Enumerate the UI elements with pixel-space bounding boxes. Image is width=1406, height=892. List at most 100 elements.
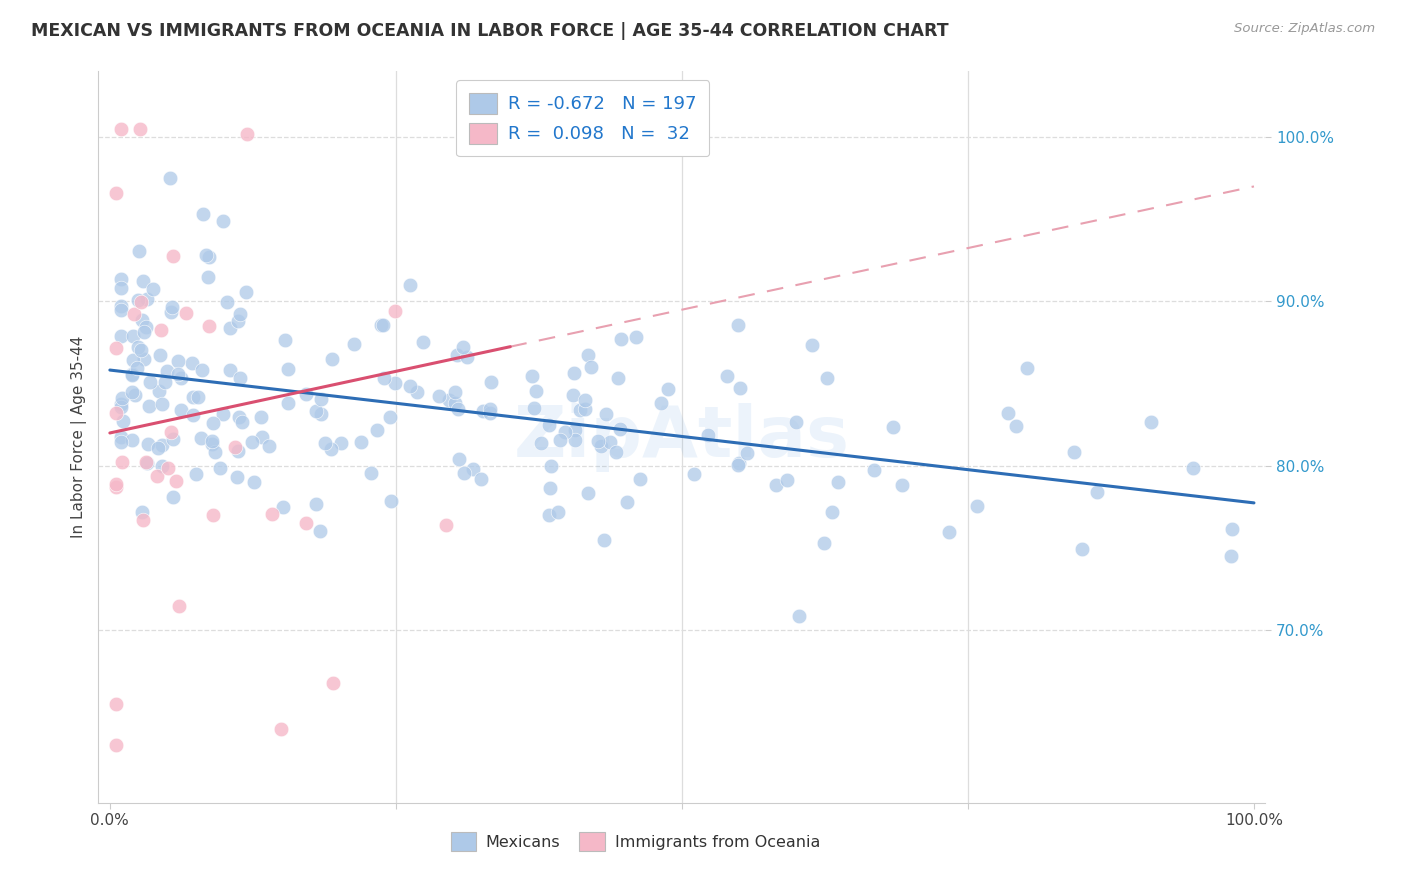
Point [162, 490, 184, 504]
Point [882, 420, 904, 434]
Point [277, 395, 299, 409]
Point [129, 343, 152, 357]
Point [321, 351, 343, 366]
Point [224, 440, 246, 454]
Point [127, 293, 149, 307]
Point [321, 442, 343, 457]
Point [146, 442, 169, 456]
Point [250, 409, 273, 424]
Point [121, 385, 143, 400]
Point [574, 402, 596, 417]
Point [149, 348, 172, 362]
Text: MEXICAN VS IMMIGRANTS FROM OCEANIA IN LABOR FORCE | AGE 35-44 CORRELATION CHART: MEXICAN VS IMMIGRANTS FROM OCEANIA IN LA… [31, 22, 949, 40]
Point [150, 323, 173, 337]
Point [821, 505, 844, 519]
Point [478, 401, 501, 416]
Point [443, 385, 465, 400]
Point [1182, 461, 1205, 475]
Point [471, 404, 494, 418]
Point [104, 480, 127, 494]
Point [451, 340, 474, 354]
Point [160, 304, 183, 318]
Point [229, 370, 252, 384]
Point [624, 330, 647, 344]
Point [145, 469, 167, 483]
Point [727, 458, 749, 473]
Point [891, 478, 914, 492]
Point [181, 357, 204, 371]
Point [997, 406, 1019, 420]
Point [121, 368, 143, 382]
Point [308, 524, 330, 538]
Point [1220, 549, 1243, 563]
Point [170, 403, 193, 417]
Point [209, 461, 232, 475]
Point [716, 368, 738, 383]
Point [235, 285, 257, 299]
Point [155, 375, 177, 389]
Point [446, 348, 468, 362]
Point [588, 434, 610, 449]
Point [305, 404, 328, 418]
Point [195, 248, 218, 262]
Point [787, 608, 810, 623]
Point [1017, 361, 1039, 376]
Point [202, 416, 225, 430]
Point [104, 186, 127, 200]
Point [110, 299, 132, 313]
Point [104, 341, 127, 355]
Point [437, 392, 460, 407]
Point [1140, 415, 1163, 429]
Point [479, 375, 502, 389]
Point [135, 456, 157, 470]
Point [197, 319, 219, 334]
Point [343, 337, 366, 351]
Point [131, 274, 153, 288]
Point [110, 280, 132, 294]
Point [1220, 522, 1243, 536]
Point [616, 494, 638, 508]
Point [219, 321, 242, 335]
Point [562, 366, 585, 380]
Point [569, 403, 592, 417]
Point [447, 451, 470, 466]
Point [530, 435, 553, 450]
Point [201, 508, 224, 523]
Point [366, 423, 388, 437]
Point [110, 329, 132, 343]
Point [165, 474, 187, 488]
Text: Source: ZipAtlas.com: Source: ZipAtlas.com [1234, 22, 1375, 36]
Point [124, 387, 146, 401]
Point [201, 434, 224, 448]
Point [412, 334, 434, 349]
Point [554, 425, 576, 440]
Point [576, 486, 599, 500]
Point [132, 351, 155, 366]
Point [148, 384, 170, 398]
Point [576, 348, 599, 362]
Point [537, 418, 560, 433]
Point [610, 332, 633, 346]
Point [112, 415, 135, 429]
Text: ZipAtlas: ZipAtlas [515, 402, 849, 472]
Point [309, 392, 332, 406]
Point [461, 461, 484, 475]
Point [540, 459, 562, 474]
Point [127, 340, 149, 354]
Point [191, 363, 214, 377]
Point [170, 371, 193, 385]
Point [384, 376, 406, 391]
Point [277, 362, 299, 376]
Point [350, 435, 373, 450]
Point [683, 467, 706, 482]
Point [162, 432, 184, 446]
Point [966, 499, 988, 513]
Point [236, 127, 259, 141]
Point [122, 307, 145, 321]
Point [547, 504, 569, 518]
Point [156, 364, 179, 378]
Point [1063, 444, 1085, 458]
Point [538, 482, 561, 496]
Point [226, 469, 249, 483]
Point [1004, 419, 1026, 434]
